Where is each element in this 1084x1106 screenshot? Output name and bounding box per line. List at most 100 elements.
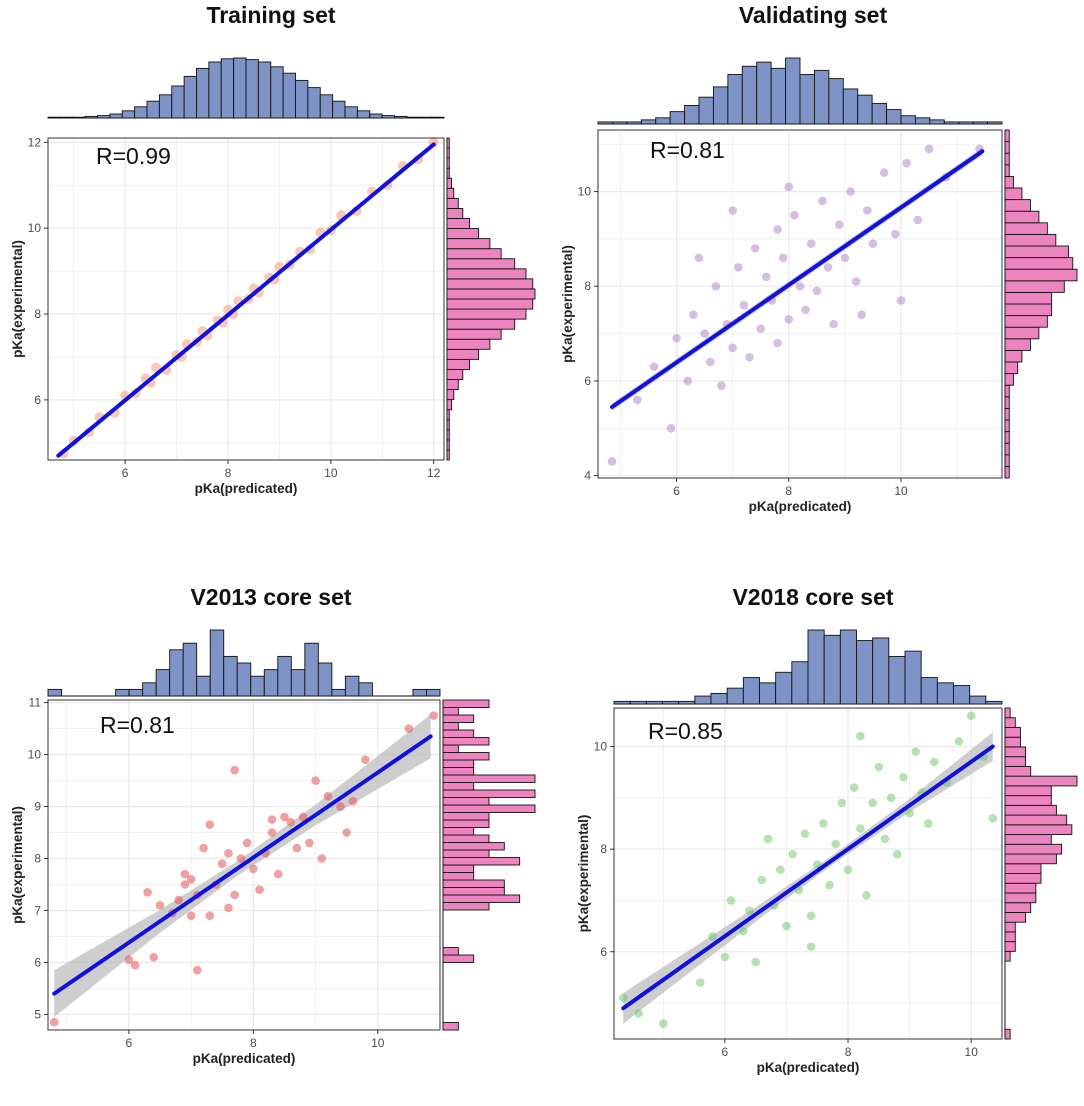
top-hist-bar (245, 59, 259, 119)
top-hist-bar (742, 677, 760, 705)
regression-line (610, 149, 985, 409)
right-hist-bar (1004, 765, 1032, 777)
scatter-point (784, 315, 794, 324)
top-hist-bar (987, 121, 1003, 125)
right-hist-bar (1004, 921, 1016, 933)
right-hist-bar (1004, 804, 1057, 816)
scatter-point (634, 1009, 643, 1018)
scatter-point (800, 829, 810, 839)
y-tick-label: 6 (584, 374, 591, 388)
top-hist-bar (759, 682, 777, 705)
right-hist-bar (446, 207, 464, 219)
top-hist-bar (59, 116, 74, 119)
top-hist-bar (394, 115, 408, 119)
chart-title: Training set (206, 2, 336, 28)
scatter-point (242, 838, 252, 848)
scatter-point (773, 225, 782, 234)
scatter-point (143, 887, 152, 897)
right-hist-bar (442, 722, 459, 731)
scatter-point (750, 244, 760, 253)
top-hist-bar (914, 117, 931, 125)
top-hist-bar (208, 61, 222, 119)
x-tick-label: 8 (225, 466, 232, 480)
x-tick-label: 8 (250, 1036, 257, 1050)
right-hist-bar (1004, 396, 1010, 409)
top-hist-bar (277, 655, 292, 697)
scatter-point (778, 253, 788, 263)
scatter-point (429, 711, 439, 720)
top-hist-bar (953, 685, 971, 705)
scatter-point (217, 859, 227, 869)
scatter-point (404, 724, 414, 733)
r-value-annotation: R=0.85 (648, 718, 723, 744)
top-hist-bar (381, 115, 395, 119)
y-tick-label: 5 (34, 1007, 41, 1021)
scatter-point (896, 296, 906, 305)
x-tick-label: 8 (845, 1045, 852, 1059)
top-hist-bar (344, 675, 360, 697)
x-axis-label: pKa(predicated) (749, 499, 852, 514)
right-hist-bar (1004, 863, 1042, 874)
scatter-point (199, 843, 208, 853)
top-hist-bar (929, 119, 945, 125)
x-tick-label: 6 (122, 466, 129, 480)
scatter-point (280, 812, 289, 822)
scatter-point (130, 960, 140, 970)
top-hist-bar (785, 57, 801, 125)
scatter-point (323, 791, 333, 801)
right-hist-bar (446, 258, 516, 270)
top-hist-bar (799, 74, 815, 125)
right-hist-bar (1004, 941, 1016, 952)
top-hist-bar (904, 650, 922, 705)
scatter-point (230, 890, 239, 900)
scatter-point (757, 875, 767, 885)
scatter-point (124, 955, 134, 965)
scatter-point (705, 357, 715, 367)
scatter-point (880, 834, 890, 844)
right-hist-bar (446, 358, 471, 370)
scatter-point (868, 798, 877, 808)
scatter-point (806, 942, 816, 951)
right-hist-bar (446, 379, 459, 391)
y-tick-label: 10 (578, 185, 592, 199)
scatter-point (205, 911, 215, 920)
top-hist-bar (710, 692, 728, 705)
right-hist-bar (446, 328, 502, 340)
right-hist-bar (446, 298, 534, 310)
top-hist-bar (856, 640, 874, 705)
top-hist-bar (307, 87, 321, 119)
top-hist-bar (888, 655, 906, 705)
right-hist-bar (1004, 373, 1014, 386)
right-hist-bar (1004, 892, 1037, 904)
right-hist-bar (1004, 843, 1063, 855)
right-hist-bar (442, 947, 459, 956)
right-hist-bar (446, 338, 491, 350)
right-hist-bar (442, 737, 490, 746)
top-hist-bar (726, 687, 744, 705)
scatter-point (788, 849, 797, 859)
scatter-point (905, 808, 914, 818)
scatter-point (720, 952, 730, 962)
top-hist-bar (196, 675, 211, 697)
scatter-point (886, 793, 896, 803)
top-hist-bar (171, 85, 185, 119)
right-hist-bar (1004, 361, 1019, 375)
right-hist-bar (446, 318, 516, 330)
scatter-point (49, 1017, 59, 1027)
right-hist-bar (446, 137, 450, 149)
scatter-point (336, 802, 345, 811)
top-hist-bar (426, 688, 441, 697)
scatter-point (700, 329, 709, 338)
right-hist-bar (1004, 454, 1010, 467)
x-axis-label: pKa(predicated) (195, 481, 298, 496)
scatter-point (834, 220, 844, 229)
scatter-point (812, 860, 822, 869)
right-hist-bar (1004, 303, 1053, 317)
scatter-point (913, 215, 923, 225)
right-hist-bar (442, 759, 475, 768)
scatter-point (831, 839, 841, 849)
top-hist-bar (756, 61, 772, 125)
right-hist-bar (442, 789, 536, 798)
chart-svg-v2018: 6 8 10 6 8 10 R=0.85 pKa(predicated) pKa(experim… (576, 629, 1078, 1075)
scatter-point (899, 772, 908, 782)
